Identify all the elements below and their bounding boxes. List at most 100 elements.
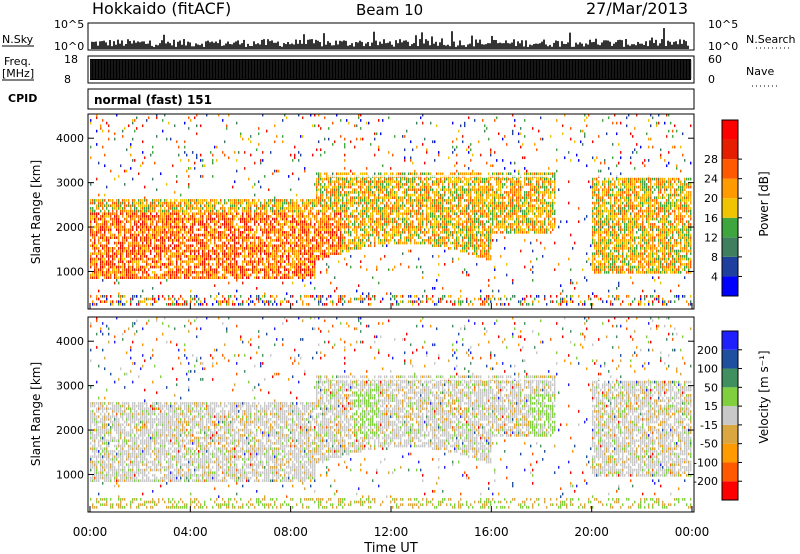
power-cell: [138, 225, 140, 229]
power-cell: [168, 297, 170, 301]
power-cell: [346, 201, 348, 205]
power-cell: [138, 300, 140, 304]
power-cell: [158, 252, 160, 256]
power-cell: [98, 236, 100, 240]
power-cell: [116, 252, 118, 256]
power-cell: [380, 196, 382, 200]
power-cell: [304, 284, 306, 288]
power-cell: [212, 204, 214, 208]
cpid-text: normal (fast) 151: [94, 93, 212, 107]
power-cell: [232, 244, 234, 248]
power-cell: [154, 201, 156, 205]
power-cell: [196, 265, 198, 269]
power-cell: [214, 220, 216, 224]
freq-tick-top: 18: [64, 53, 78, 66]
power-cell: [152, 217, 154, 221]
power-cell: [308, 201, 310, 205]
power-cell: [100, 257, 102, 261]
power-cell: [406, 199, 408, 202]
power-cell: [378, 188, 380, 192]
power-cell: [420, 185, 422, 189]
power-cell: [168, 223, 170, 226]
power-cell: [134, 257, 136, 261]
power-cell: [206, 241, 208, 245]
power-cell: [372, 276, 374, 280]
power-cell: [344, 183, 346, 186]
power-cell: [272, 204, 274, 208]
power-cell: [346, 185, 348, 189]
power-cell: [412, 177, 414, 181]
power-cell: [158, 276, 160, 280]
power-cell: [130, 209, 132, 213]
power-cell: [244, 217, 246, 221]
power-cell: [402, 300, 404, 304]
power-cell: [198, 199, 200, 202]
power-cell: [282, 199, 284, 202]
power-cell: [172, 295, 174, 298]
power-cell: [380, 191, 382, 194]
power-cell: [120, 273, 122, 277]
power-cell: [254, 260, 256, 264]
power-cell: [356, 180, 358, 184]
power-cell: [182, 252, 184, 256]
power-cell: [316, 185, 318, 189]
power-cell: [286, 231, 288, 234]
power-cell: [124, 127, 126, 130]
power-cell: [216, 236, 218, 240]
power-cell: [326, 297, 328, 301]
power-cell: [184, 249, 186, 253]
power-cell: [186, 303, 188, 306]
power-cell: [100, 295, 102, 298]
power-cell: [218, 215, 220, 218]
power-cell: [142, 255, 144, 258]
power-cell: [234, 231, 236, 234]
power-cell: [96, 212, 98, 216]
power-cell: [174, 220, 176, 224]
power-cell: [236, 273, 238, 277]
power-cell: [350, 185, 352, 189]
power-cell: [138, 244, 140, 248]
power-cell: [242, 300, 244, 304]
power-cell: [126, 249, 128, 253]
power-cell: [170, 212, 172, 216]
power-cell: [274, 244, 276, 248]
power-cell: [224, 223, 226, 226]
power-cell: [168, 257, 170, 261]
power-cell: [288, 247, 290, 250]
power-cell: [292, 204, 294, 208]
power-cell: [196, 113, 198, 117]
power-cell: [392, 212, 394, 216]
power-cell: [412, 233, 414, 237]
power-cell: [368, 201, 370, 205]
power-cell: [164, 265, 166, 269]
power-cell: [372, 199, 374, 202]
power-cell: [98, 228, 100, 232]
power-cell: [372, 180, 374, 184]
power-cell: [168, 295, 170, 298]
power-cell: [246, 255, 248, 258]
power-cell: [90, 223, 92, 226]
power-cell: [326, 247, 328, 250]
power-cell: [264, 199, 266, 202]
power-cell: [252, 217, 254, 221]
power-cell: [334, 239, 336, 242]
power-cell: [244, 223, 246, 226]
power-cell: [216, 201, 218, 205]
power-cell: [186, 271, 188, 274]
power-cell: [320, 271, 322, 274]
power-cell: [338, 239, 340, 242]
power-cell: [336, 215, 338, 218]
power-cell: [322, 212, 324, 216]
power-cell: [176, 220, 178, 224]
power-cell: [342, 247, 344, 250]
power-cell: [212, 231, 214, 234]
power-cell: [414, 169, 416, 173]
power-cell: [216, 215, 218, 218]
power-cell: [90, 217, 92, 221]
power-cell: [320, 297, 322, 301]
power-cell: [218, 233, 220, 237]
power-cell: [416, 209, 418, 213]
power-cell: [140, 268, 142, 272]
power-cell: [232, 271, 234, 274]
